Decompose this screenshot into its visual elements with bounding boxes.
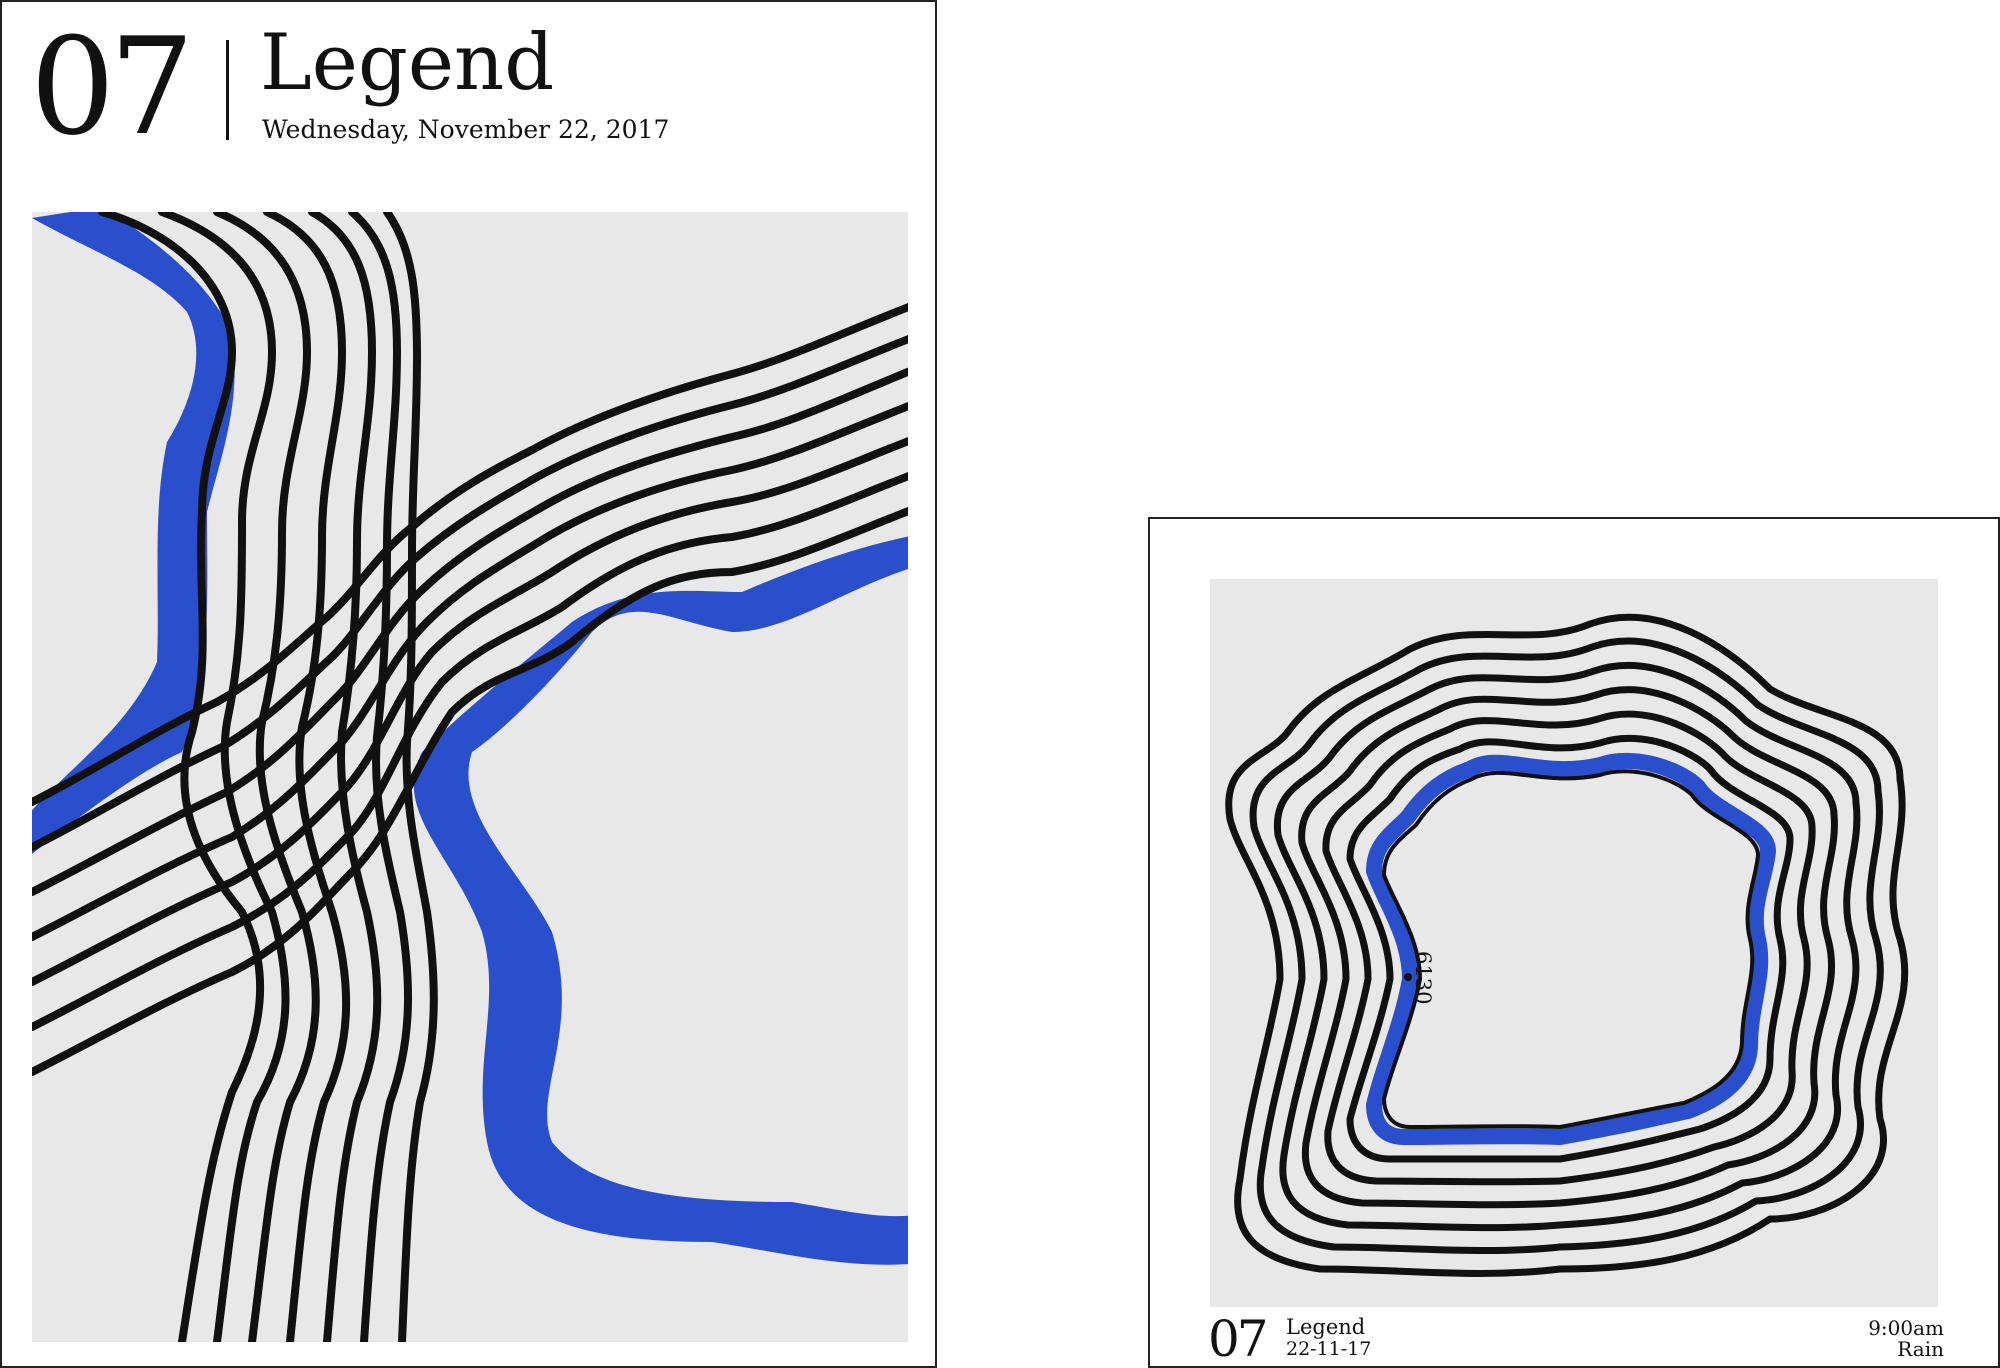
card-condition: Rain [1897, 1339, 1944, 1359]
poster-contour-art [32, 212, 908, 1342]
poster-card: 07 Legend Wednesday, November 22, 2017 [0, 0, 937, 1368]
card-title: Legend [1286, 1317, 1365, 1338]
card-date: 22-11-17 [1286, 1340, 1371, 1359]
poster-title: Legend [260, 24, 554, 102]
title-divider [226, 40, 229, 140]
poster-date: Wednesday, November 22, 2017 [262, 116, 669, 144]
card-time: 9:00am [1868, 1318, 1944, 1338]
preview-contour-art: 6130 [1210, 579, 1938, 1307]
preview-card: 6130 07 Legend 22-11-17 9:00am Rain [1148, 517, 2000, 1368]
contour-elevation-label: 6130 [1411, 951, 1435, 1004]
contour-label-dot [1404, 973, 1412, 981]
poster-number: 07 [30, 20, 189, 154]
card-number: 07 [1208, 1314, 1266, 1364]
